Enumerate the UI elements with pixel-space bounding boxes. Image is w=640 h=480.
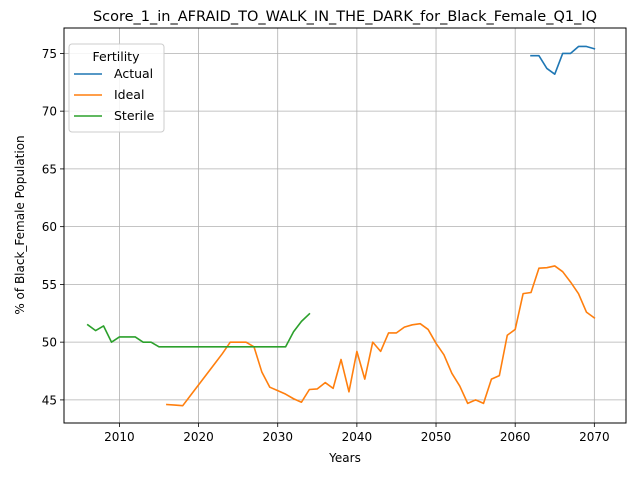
legend-label-ideal: Ideal — [114, 87, 144, 102]
legend-title: Fertility — [93, 49, 141, 64]
y-tick-label: 60 — [42, 220, 57, 234]
legend: Fertility Actual Ideal Sterile — [69, 44, 164, 132]
y-tick-label: 50 — [42, 336, 57, 350]
legend-label-sterile: Sterile — [114, 108, 155, 123]
x-tick-label: 2010 — [104, 430, 135, 444]
chart-title: Score_1_in_AFRAID_TO_WALK_IN_THE_DARK_fo… — [93, 9, 597, 25]
y-tick-label: 65 — [42, 162, 57, 176]
x-tick-label: 2040 — [342, 430, 373, 444]
x-axis-title: Years — [328, 451, 361, 465]
y-tick-label: 75 — [42, 47, 57, 61]
y-tick-label: 45 — [42, 393, 57, 407]
y-tick-label: 55 — [42, 278, 57, 292]
x-tick-label: 2020 — [183, 430, 214, 444]
legend-label-actual: Actual — [114, 66, 153, 81]
x-tick-label: 2060 — [500, 430, 531, 444]
x-tick-label: 2050 — [421, 430, 452, 444]
y-axis-title: % of Black_Female Population — [13, 135, 27, 314]
y-tick-label: 70 — [42, 105, 57, 119]
x-tick-label: 2030 — [262, 430, 293, 444]
x-tick-label: 2070 — [579, 430, 610, 444]
